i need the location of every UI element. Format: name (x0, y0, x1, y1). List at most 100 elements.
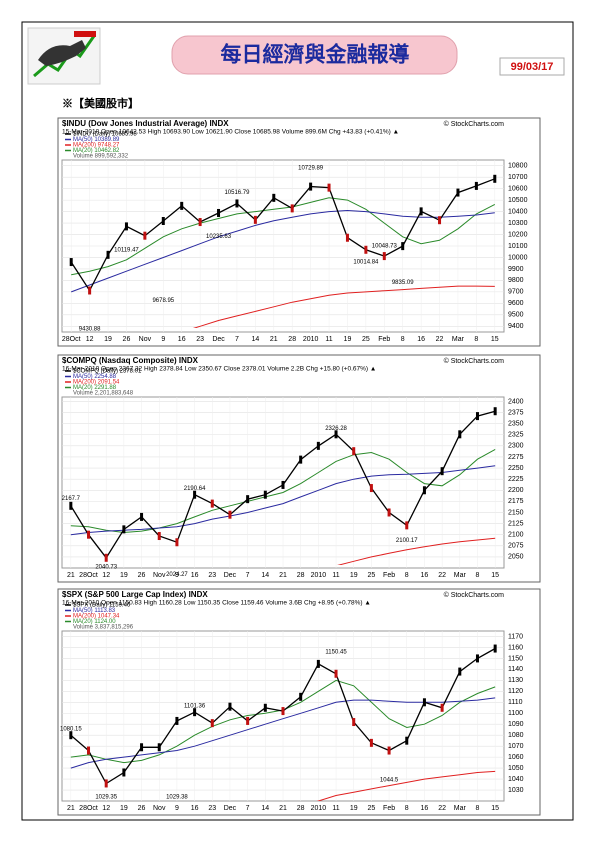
price-bar (440, 703, 444, 712)
price-bar (235, 199, 239, 208)
x-tick-label: 8 (476, 572, 480, 579)
y-tick-label: 9600 (508, 300, 524, 307)
y-tick-label: 1060 (508, 754, 524, 761)
price-bar (422, 698, 426, 707)
price-bar (246, 495, 250, 504)
price-bar (175, 716, 179, 725)
y-tick-label: 2250 (508, 465, 524, 472)
legend-entry: $INDU (Daily) 10685.98 (73, 132, 137, 138)
legend-entry: MA(20) 10462.82 (73, 148, 120, 154)
legend-entry: $SPX (Daily) 1159.46 (73, 603, 131, 609)
x-tick-label: Feb (383, 805, 395, 812)
price-bar (228, 702, 232, 711)
price-bar (327, 183, 331, 192)
price-bar (69, 258, 73, 267)
chart-source: © StockCharts.com (444, 120, 505, 128)
x-tick-label: 16 (421, 805, 429, 812)
x-tick-label: 22 (438, 805, 446, 812)
price-bar (104, 553, 108, 562)
x-tick-label: 8 (476, 805, 480, 812)
x-tick-label: Feb (383, 572, 395, 579)
chart-info: 16-Mar-2010 Open 1150.83 High 1160.28 Lo… (62, 600, 371, 607)
chart-title: $COMPQ (Nasdaq Composite) INDX (62, 356, 199, 365)
price-bar (334, 669, 338, 678)
chart-info: 15-Mar-2010 Open 10642.53 High 10693.90 … (62, 129, 399, 136)
price-bar (475, 412, 479, 421)
price-bar (316, 659, 320, 668)
y-tick-label: 2075 (508, 543, 524, 550)
price-annotation: 10014.84 (353, 259, 379, 265)
price-bar (419, 207, 423, 216)
price-bar (124, 222, 128, 231)
x-tick-label: Mar (452, 336, 465, 343)
price-bar (458, 430, 462, 439)
price-bar (281, 707, 285, 716)
price-bar (316, 441, 320, 450)
price-annotation: 9430.88 (79, 326, 101, 332)
x-tick-label: 26 (138, 572, 146, 579)
price-bar (405, 521, 409, 530)
y-tick-label: 2275 (508, 454, 524, 461)
price-annotation: 2326.28 (325, 426, 347, 432)
x-tick-label: 28 (297, 572, 305, 579)
legend-entry: MA(20) 2291.88 (73, 385, 117, 391)
series-line (316, 770, 496, 801)
series-line (70, 178, 496, 292)
legend-entry: MA(50) 2254.88 (73, 374, 117, 380)
x-tick-label: Nov (139, 336, 152, 343)
x-tick-label: 9 (175, 572, 179, 579)
x-tick-label: 2010 (311, 572, 327, 579)
y-tick-label: 2350 (508, 420, 524, 427)
legend-volume: Volume 2,201,883,648 (73, 391, 134, 397)
y-tick-label: 2050 (508, 554, 524, 561)
x-tick-label: 14 (251, 336, 259, 343)
section-heading: ※【美國股市】 (62, 96, 139, 110)
legend-entry: MA(50) 10389.89 (73, 137, 120, 143)
x-tick-label: 19 (350, 805, 358, 812)
legend-entry: MA(200) 1047.34 (73, 614, 120, 620)
y-tick-label: 2300 (508, 443, 524, 450)
x-tick-label: 22 (438, 572, 446, 579)
series-line (70, 465, 496, 536)
x-tick-label: 19 (104, 336, 112, 343)
series-line (70, 448, 496, 534)
x-tick-label: 9 (175, 805, 179, 812)
x-tick-label: 8 (474, 336, 478, 343)
y-tick-label: 9400 (508, 323, 524, 330)
price-bar (104, 779, 108, 788)
price-bar (210, 719, 214, 728)
series-line (71, 197, 496, 276)
y-tick-label: 2325 (508, 432, 524, 439)
y-tick-label: 2175 (508, 498, 524, 505)
y-tick-label: 1140 (508, 666, 523, 673)
x-tick-label: 8 (401, 336, 405, 343)
report-date: 99/03/17 (511, 61, 554, 73)
y-tick-label: 9700 (508, 289, 524, 296)
x-tick-label: 23 (208, 572, 216, 579)
price-bar (405, 736, 409, 745)
y-tick-label: 1070 (508, 743, 524, 750)
x-tick-label: 23 (196, 336, 204, 343)
price-bar (198, 218, 202, 227)
x-tick-label: 16 (191, 572, 199, 579)
x-tick-label: 22 (436, 336, 444, 343)
y-tick-label: 10100 (508, 243, 528, 250)
x-tick-label: 16 (417, 336, 425, 343)
price-bar (475, 654, 479, 663)
price-bar (122, 525, 126, 534)
price-bar (387, 746, 391, 755)
x-tick-label: Dec (224, 572, 237, 579)
price-bar (106, 250, 110, 259)
y-tick-label: 10600 (508, 186, 528, 193)
price-bar (140, 512, 144, 521)
price-annotation: 1150.45 (325, 650, 347, 656)
legend-volume: Volume 3,837,815,296 (73, 625, 134, 631)
x-tick-label: 12 (86, 336, 94, 343)
price-bar (309, 182, 313, 191)
price-bar (281, 480, 285, 489)
price-annotation: 9835.09 (392, 280, 414, 286)
price-annotation: 9678.95 (152, 298, 174, 304)
price-annotation: 2024.27 (166, 572, 188, 578)
price-bar (69, 501, 73, 510)
price-bar (352, 718, 356, 727)
